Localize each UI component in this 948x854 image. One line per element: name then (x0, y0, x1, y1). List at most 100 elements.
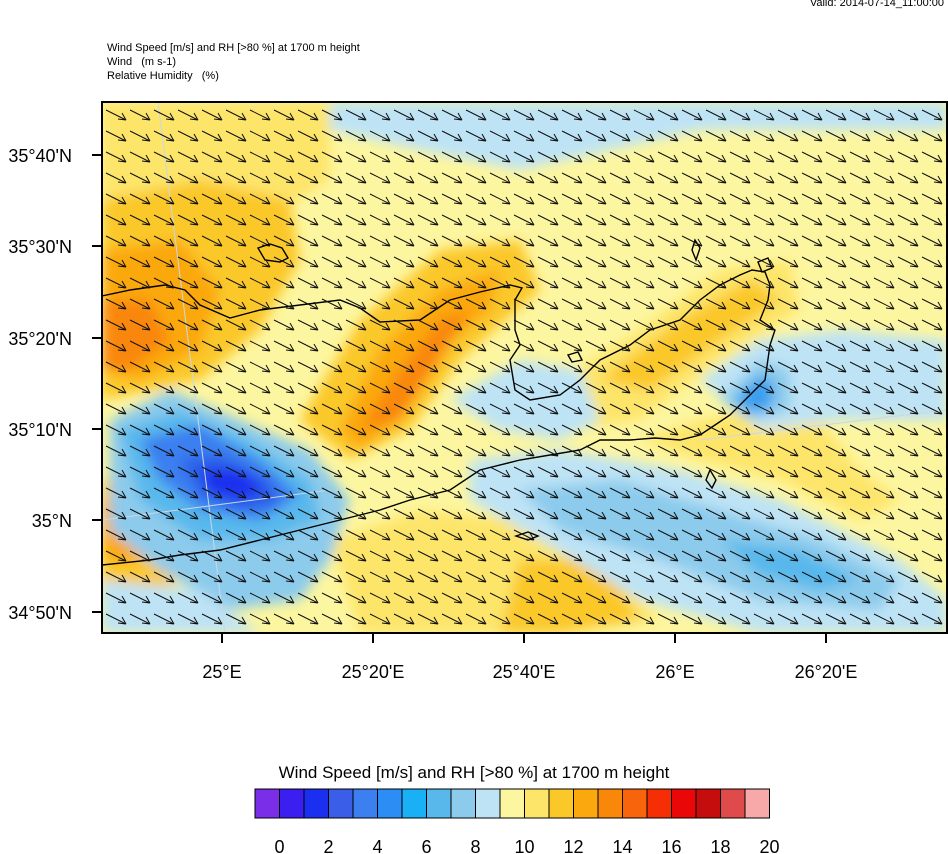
wind-arrow (657, 550, 679, 562)
wind-arrow (801, 571, 823, 583)
wind-arrow (537, 130, 559, 142)
wind-arrow (561, 214, 583, 226)
wind-arrow (609, 130, 631, 142)
wind-arrow (153, 214, 175, 226)
wind-arrow (561, 109, 583, 121)
wind-arrow (417, 151, 439, 163)
wind-arrow (393, 487, 415, 499)
wind-arrow (225, 361, 247, 373)
wind-arrow (345, 382, 367, 394)
wind-arrow (802, 635, 822, 645)
wind-arrow (561, 550, 583, 562)
wind-arrow (345, 592, 367, 604)
wind-arrow (153, 235, 175, 247)
wind-arrow (681, 109, 703, 121)
wind-arrow (633, 340, 655, 352)
wind-arrow (585, 277, 607, 289)
wind-arrow (105, 172, 127, 184)
wind-arrow (921, 340, 943, 352)
wind-arrow (321, 340, 343, 352)
wind-arrow (441, 340, 463, 352)
wind-arrow (345, 109, 367, 121)
wind-arrow (226, 635, 246, 645)
wind-arrow (777, 403, 799, 415)
wind-arrow (177, 193, 199, 205)
wind-arrow (777, 508, 799, 520)
wind-arrow (585, 571, 607, 583)
wind-arrow (849, 277, 871, 289)
wind-arrow (777, 382, 799, 394)
wind-arrow (681, 298, 703, 310)
wind-arrow (585, 172, 607, 184)
wind-arrow (826, 635, 846, 645)
wind-arrow (465, 214, 487, 226)
wind-arrow (921, 151, 943, 163)
wind-arrow (729, 571, 751, 583)
wind-arrow (922, 635, 942, 645)
wind-arrow (345, 508, 367, 520)
colorbar-swatch (352, 788, 378, 819)
wind-arrow (897, 193, 919, 205)
wind-arrow (369, 529, 391, 541)
wind-arrow (369, 319, 391, 331)
wind-arrow (441, 445, 463, 457)
wind-arrow (753, 361, 775, 373)
wind-arrow (777, 235, 799, 247)
wind-arrow (753, 424, 775, 436)
wind-arrow (897, 214, 919, 226)
wind-arrow (825, 151, 847, 163)
wind-arrow (513, 340, 535, 352)
wind-arrow (585, 592, 607, 604)
wind-arrow (825, 298, 847, 310)
wind-arrow (489, 445, 511, 457)
wind-arrow (466, 635, 486, 645)
wind-arrow (777, 529, 799, 541)
wind-arrow (849, 193, 871, 205)
wind-arrow (657, 403, 679, 415)
wind-arrow (753, 445, 775, 457)
wind-arrow (273, 109, 295, 121)
wind-arrow (225, 298, 247, 310)
wind-arrow (489, 214, 511, 226)
wind-arrow (753, 298, 775, 310)
wind-arrow (657, 214, 679, 226)
wind-arrow (681, 508, 703, 520)
wind-arrow (705, 172, 727, 184)
wind-arrow (249, 298, 271, 310)
wind-arrow (729, 403, 751, 415)
wind-arrow (345, 235, 367, 247)
wind-arrow (849, 109, 871, 121)
wind-arrow (657, 466, 679, 478)
wind-arrow (201, 172, 223, 184)
wind-arrow (825, 592, 847, 604)
wind-arrow (537, 298, 559, 310)
wind-arrow (225, 571, 247, 583)
wind-arrow (393, 403, 415, 415)
wind-arrow (321, 487, 343, 499)
wind-arrow (369, 172, 391, 184)
wind-arrow (513, 277, 535, 289)
wind-arrow (297, 403, 319, 415)
wind-arrow (177, 424, 199, 436)
wind-arrow (369, 130, 391, 142)
wind-arrow (609, 172, 631, 184)
wind-arrow (489, 130, 511, 142)
wind-arrow (249, 172, 271, 184)
wind-arrow (322, 635, 342, 645)
wind-arrow (297, 130, 319, 142)
wind-arrow (609, 214, 631, 226)
wind-arrow (777, 340, 799, 352)
wind-arrow (345, 151, 367, 163)
wind-arrow (489, 109, 511, 121)
wind-arrow (417, 109, 439, 121)
lon-label-0: 25°E (202, 662, 241, 682)
wind-arrow (273, 256, 295, 268)
wind-arrow (561, 382, 583, 394)
wind-arrow (801, 130, 823, 142)
wind-arrow (297, 298, 319, 310)
wind-arrow (897, 424, 919, 436)
wind-arrow (897, 361, 919, 373)
wind-arrow (801, 256, 823, 268)
wind-arrow (225, 466, 247, 478)
wind-arrow (465, 109, 487, 121)
